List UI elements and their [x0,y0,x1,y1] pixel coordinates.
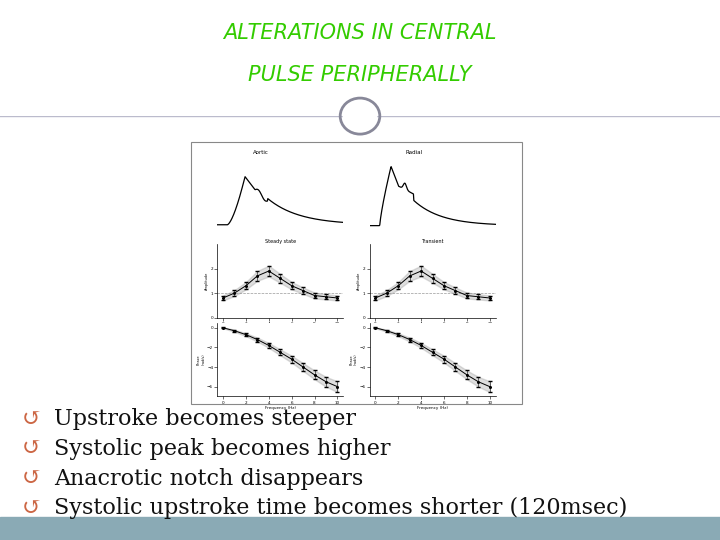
Text: Upstroke becomes steeper: Upstroke becomes steeper [54,408,356,430]
Text: Systolic peak becomes higher: Systolic peak becomes higher [54,438,390,460]
Bar [0,517,720,540]
Text: Anacrotic notch disappears: Anacrotic notch disappears [54,468,364,490]
Title: Steady state: Steady state [265,239,296,244]
Text: ↺: ↺ [22,467,41,490]
Bar [191,141,522,404]
Text: PULSE PERIPHERALLY: PULSE PERIPHERALLY [248,65,472,85]
Ellipse shape [343,100,377,132]
X-axis label: Frequency (Hz): Frequency (Hz) [417,406,448,410]
Text: ↺: ↺ [22,497,41,519]
Text: ↺: ↺ [22,437,41,461]
Text: ALTERATIONS IN CENTRAL: ALTERATIONS IN CENTRAL [223,23,497,43]
Y-axis label: Phase
(rad/s): Phase (rad/s) [349,354,358,366]
Text: Systolic upstroke time becomes shorter (120msec): Systolic upstroke time becomes shorter (… [54,497,627,519]
Y-axis label: Phase
(rad/s): Phase (rad/s) [197,354,206,366]
Y-axis label: Amplitude: Amplitude [357,272,361,290]
Title: Transient: Transient [421,239,444,244]
Text: ↺: ↺ [22,408,41,431]
Y-axis label: Amplitude: Amplitude [205,272,209,290]
Text: Aortic: Aortic [253,150,269,154]
Text: Radial: Radial [405,150,422,154]
X-axis label: Frequency (Hz): Frequency (Hz) [265,406,296,410]
